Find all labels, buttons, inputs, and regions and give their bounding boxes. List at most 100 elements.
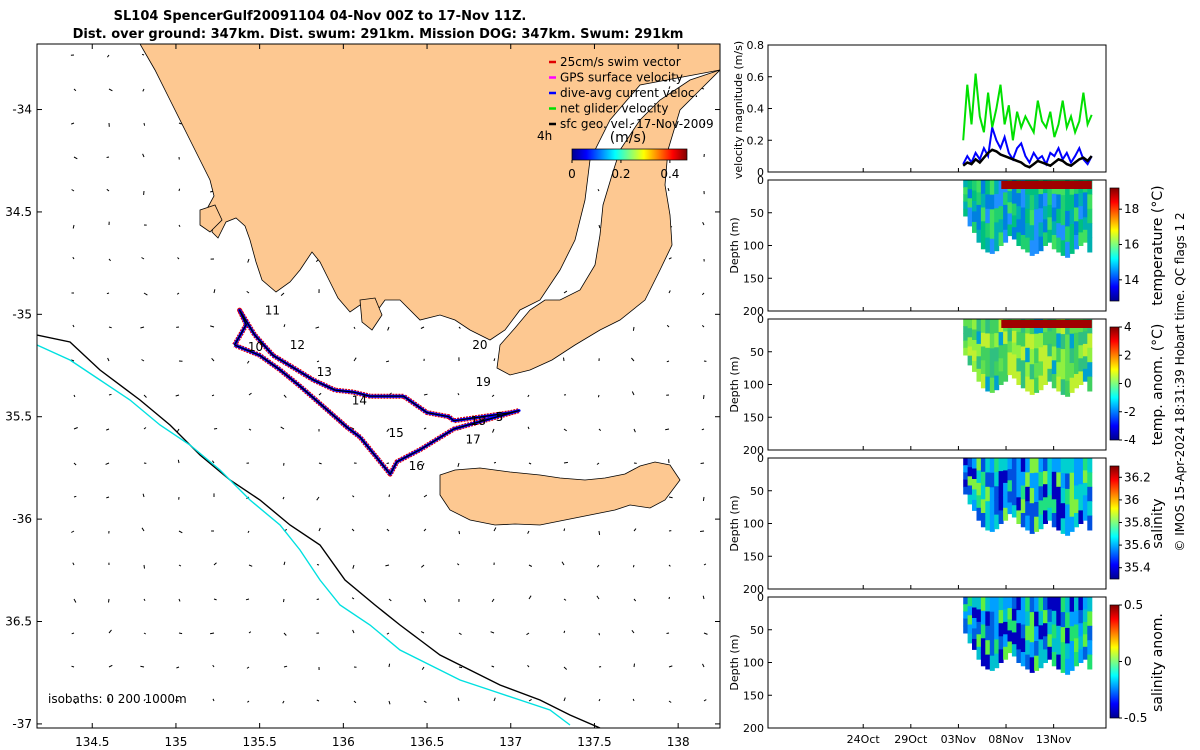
section-cell xyxy=(1007,191,1013,203)
map-x-tick-label: 137.5 xyxy=(577,735,611,749)
section-cell xyxy=(1047,621,1053,635)
section-cell xyxy=(1020,499,1026,514)
section-cell xyxy=(998,358,1004,372)
section-cell xyxy=(980,193,986,209)
section-cell xyxy=(1020,193,1026,209)
section-cell xyxy=(1043,610,1048,624)
section-cell xyxy=(1051,624,1057,639)
section-cell xyxy=(963,597,969,605)
section-cell xyxy=(1025,376,1031,392)
section-cell xyxy=(1065,519,1071,536)
section-cell xyxy=(980,346,986,361)
section-cell xyxy=(1065,241,1071,258)
section-cell xyxy=(1003,368,1009,382)
section-cell xyxy=(1065,597,1071,613)
surface-warm-band xyxy=(1001,181,1092,189)
section-cell xyxy=(1065,334,1071,351)
section-cell xyxy=(1078,610,1084,624)
vector-arrow xyxy=(105,462,110,465)
vector-arrow xyxy=(701,325,705,328)
section-cell xyxy=(1047,609,1053,623)
vector-arrow xyxy=(283,632,287,636)
vector-arrow xyxy=(702,496,705,501)
section-cell xyxy=(1047,343,1053,357)
vector-arrow xyxy=(141,53,145,56)
vector-arrow xyxy=(666,360,670,363)
section-cell xyxy=(1074,458,1079,473)
vector-arrow xyxy=(527,664,530,668)
section-cell xyxy=(985,458,991,473)
section-cell xyxy=(976,229,982,243)
section-cell xyxy=(972,607,977,619)
vector-arrow xyxy=(421,666,425,670)
section-cell xyxy=(989,377,995,393)
section-cell xyxy=(1082,495,1088,509)
section-cell xyxy=(998,597,1004,611)
section-cell xyxy=(1087,640,1093,656)
section-colorbar-label: temperature (°C) xyxy=(1150,185,1166,305)
vector-arrow xyxy=(386,462,390,464)
vector-arrow xyxy=(211,357,215,362)
section-cell xyxy=(1051,346,1057,361)
depth-tick-label: 200 xyxy=(743,305,764,318)
section-cell xyxy=(967,189,973,199)
vector-arrow xyxy=(248,428,252,431)
section-cell xyxy=(998,332,1004,346)
section-cell xyxy=(985,208,991,224)
day-label: 5 xyxy=(496,410,504,424)
map-x-tick-label: 134.5 xyxy=(75,735,109,749)
vector-arrow xyxy=(351,528,355,532)
section-cell xyxy=(1051,610,1057,626)
vector-arrow xyxy=(316,564,320,566)
section-cell xyxy=(972,221,977,233)
vector-arrow xyxy=(143,598,146,602)
day-label: 14 xyxy=(352,393,367,407)
section-cell xyxy=(976,621,982,635)
section-cell xyxy=(1003,646,1009,660)
section-cell xyxy=(1029,364,1035,380)
section-cell xyxy=(1038,458,1044,473)
section-cell xyxy=(1020,624,1026,639)
section-cell xyxy=(980,360,986,375)
section-cell xyxy=(994,514,1000,530)
section-cell xyxy=(1007,202,1013,214)
section-cell xyxy=(1082,331,1088,345)
section-cell xyxy=(1065,643,1071,660)
section-cell xyxy=(976,217,982,231)
section-cell xyxy=(972,190,977,202)
isobath-1000m xyxy=(37,344,571,726)
section-cell xyxy=(1051,332,1057,348)
section-cell xyxy=(1082,507,1088,521)
section-cell xyxy=(985,347,991,363)
map-x-tick-label: 137 xyxy=(499,735,522,749)
section-cell xyxy=(1056,515,1062,531)
section-cell xyxy=(1038,347,1044,362)
vector-arrow xyxy=(493,358,496,362)
section-cell xyxy=(1082,343,1088,357)
section-cell xyxy=(972,319,977,330)
vector-arrow xyxy=(667,187,670,192)
section-cell xyxy=(972,458,977,469)
section-cell xyxy=(994,180,1000,195)
section-cell xyxy=(1082,470,1088,484)
section-cell xyxy=(1047,470,1053,484)
section-cell xyxy=(1016,636,1022,650)
section-cell xyxy=(1047,634,1053,648)
vector-arrow xyxy=(458,326,461,329)
vector-arrow xyxy=(493,697,496,702)
vector-arrow xyxy=(246,360,250,364)
section-cell xyxy=(976,368,982,382)
vector-arrow xyxy=(597,394,600,398)
vector-arrow xyxy=(140,326,145,329)
vector-arrow xyxy=(597,188,600,192)
section-cell xyxy=(972,360,977,372)
vector-arrow xyxy=(563,428,567,432)
section-cell xyxy=(1016,649,1022,663)
vector-arrow xyxy=(72,324,75,328)
section-cell xyxy=(1038,500,1044,515)
map-x-tick-label: 138 xyxy=(667,735,690,749)
section-cell xyxy=(1065,458,1071,474)
section-cell xyxy=(1043,597,1048,611)
section-cell xyxy=(1016,193,1022,207)
section-cell xyxy=(1016,623,1022,637)
